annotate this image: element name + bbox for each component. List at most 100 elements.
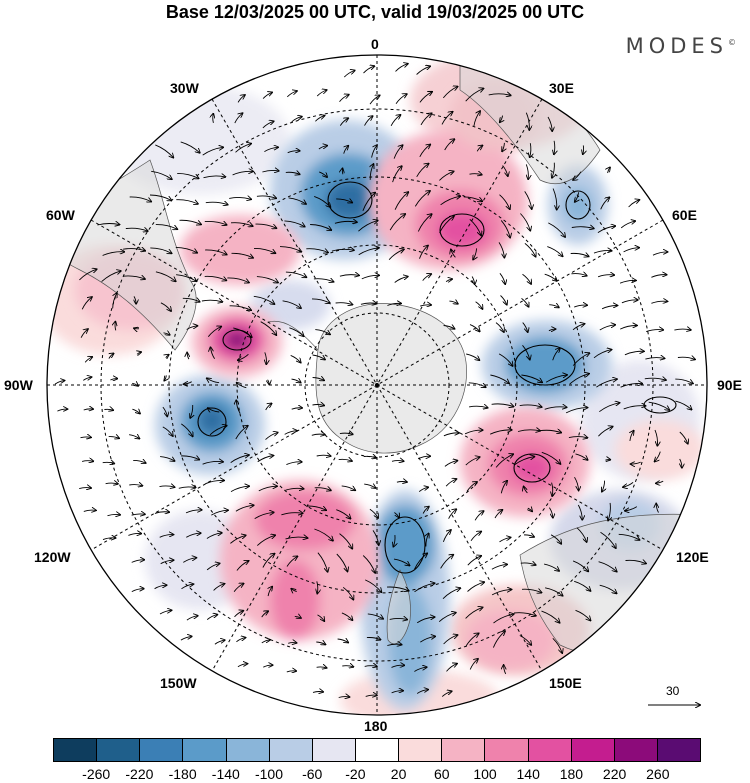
wind-vector	[473, 248, 477, 259]
wind-vector	[645, 358, 664, 360]
wind-vector	[414, 583, 435, 593]
wind-vector	[338, 459, 352, 461]
wind-vector	[420, 305, 431, 306]
wind-vector	[522, 322, 528, 333]
wind-vector	[182, 298, 200, 302]
wind-vector	[521, 374, 542, 382]
wind-vector	[520, 213, 530, 231]
wind-vector	[288, 197, 306, 204]
wind-vector	[391, 461, 404, 462]
wind-vector	[291, 117, 302, 123]
wind-vector	[102, 538, 116, 540]
wind-vector	[317, 581, 318, 593]
wind-vector	[631, 462, 641, 464]
wind-vector	[79, 488, 91, 489]
wind-vector	[256, 535, 275, 546]
wind-vector	[389, 618, 408, 619]
wind-vector	[231, 252, 254, 258]
wind-vector	[281, 513, 302, 515]
wind-vector	[549, 305, 559, 308]
wind-vector	[570, 253, 589, 256]
wind-vector	[493, 614, 514, 624]
wind-vector	[513, 613, 536, 616]
wind-vector	[440, 196, 461, 206]
wind-vector	[184, 382, 192, 385]
wind-vector	[286, 671, 296, 672]
wind-vector	[132, 409, 140, 413]
wind-vector	[577, 504, 582, 520]
lon-label-150e: 150E	[549, 675, 582, 691]
wind-vector	[491, 404, 514, 407]
wind-vector	[620, 325, 637, 330]
wind-vector	[209, 426, 227, 436]
wind-vector	[598, 561, 617, 572]
wind-vector	[395, 94, 407, 104]
wind-vector	[502, 142, 504, 151]
wind-vector	[211, 510, 228, 516]
wind-vector	[316, 455, 331, 456]
wind-vector	[544, 273, 557, 281]
wind-vector	[602, 480, 605, 492]
wind-vector	[312, 405, 325, 406]
wind-vector	[544, 407, 567, 409]
wind-vector	[201, 300, 223, 302]
wind-vector	[258, 486, 277, 492]
wind-vector	[498, 242, 504, 257]
wind-vector	[214, 640, 225, 645]
wind-vector	[490, 374, 509, 383]
wind-vector	[363, 456, 376, 458]
wind-vector	[108, 437, 119, 439]
wind-vector	[203, 176, 226, 178]
wind-vector	[522, 273, 532, 284]
wind-vector	[107, 514, 121, 515]
wind-vector	[185, 510, 202, 514]
wind-vector	[178, 487, 196, 488]
wind-vector	[284, 220, 304, 227]
wind-vector	[234, 611, 244, 618]
wind-vector	[129, 435, 139, 439]
colorbar-segment	[97, 739, 141, 761]
wind-vector	[442, 588, 460, 600]
wind-vector	[628, 200, 640, 208]
wind-vector	[57, 409, 67, 411]
wind-vector	[105, 483, 118, 484]
wind-vector	[651, 275, 666, 278]
wind-vector	[179, 219, 202, 224]
wind-vector	[80, 329, 88, 338]
wind-vector	[358, 221, 377, 232]
wind-vector	[646, 330, 663, 332]
lon-label-150w: 150W	[160, 675, 197, 691]
wind-vector	[232, 171, 253, 176]
wind-vector	[443, 433, 459, 437]
colorbar-segment	[528, 739, 572, 761]
brand-name: MODES	[625, 34, 728, 58]
wind-vector	[370, 164, 373, 180]
wind-vector	[530, 143, 531, 157]
wind-vector	[571, 274, 586, 276]
wind-vector	[491, 564, 507, 570]
wind-vector	[234, 113, 243, 124]
wind-vector	[569, 374, 589, 385]
wind-vector	[416, 690, 428, 694]
wind-vector	[465, 607, 483, 619]
wind-vector	[208, 408, 220, 412]
colorbar-segment	[355, 739, 400, 761]
colorbar-tick-label: -180	[168, 766, 197, 782]
wind-vector	[310, 224, 331, 231]
colorbar-ticks: -260 -220 -180 -140 -100 -60 -20 20 60 100 140 180 2…	[53, 766, 701, 782]
wind-vector	[488, 94, 511, 96]
wind-vector	[574, 476, 579, 490]
wind-vector	[498, 353, 512, 366]
wind-vector	[341, 612, 353, 620]
wind-vector	[464, 430, 483, 435]
wind-vector	[389, 214, 405, 231]
wind-vectors	[54, 64, 695, 698]
wind-vector	[237, 664, 248, 668]
wind-vector	[230, 455, 249, 463]
colorbar-tick-label: -100	[254, 766, 284, 782]
wind-vector	[362, 193, 375, 211]
wind-vector	[235, 426, 248, 440]
wind-vector	[552, 188, 557, 210]
wind-vector	[528, 508, 532, 511]
wind-vector	[256, 196, 276, 198]
